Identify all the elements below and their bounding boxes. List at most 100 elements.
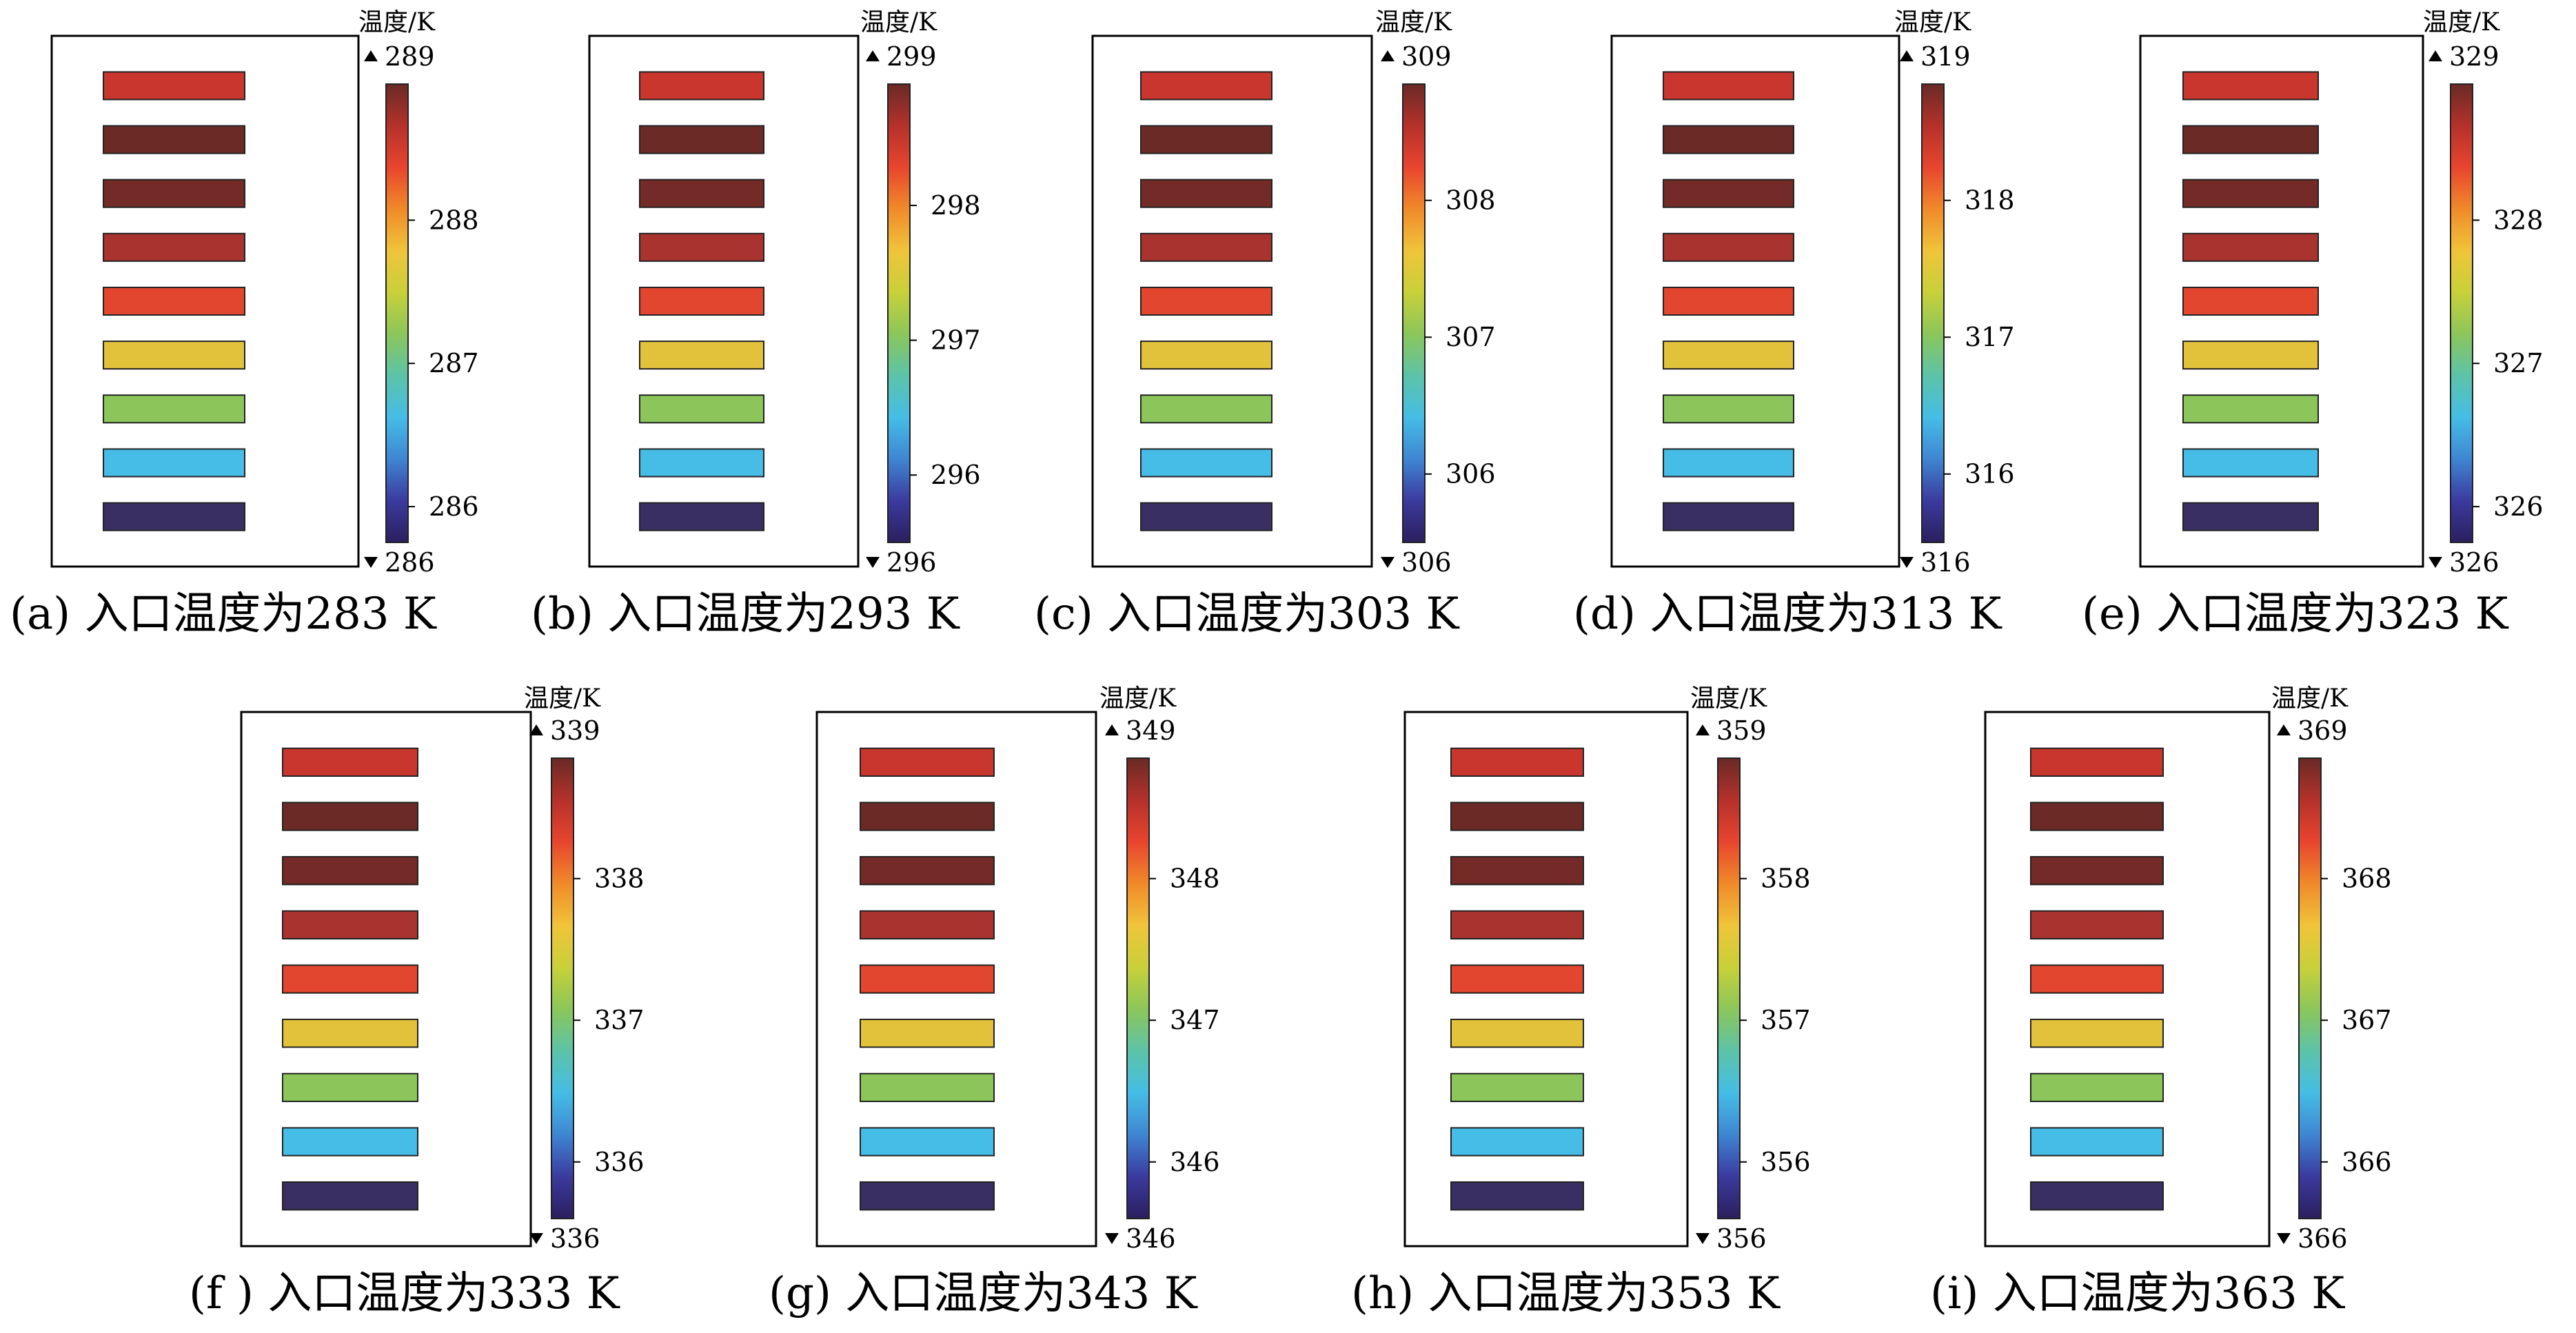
channel-bar xyxy=(1140,340,1272,370)
panel-caption: (c) 入口温度为303 K xyxy=(1034,589,1460,640)
colorbar-unit-label: 温度/K xyxy=(1375,8,1452,37)
channel-bar xyxy=(103,71,245,101)
domain-boundary xyxy=(50,34,360,568)
channel-bar xyxy=(1663,71,1794,101)
colorbar-min-label: 316 xyxy=(1920,547,1971,578)
channel-bar xyxy=(860,802,995,831)
panel-caption: (e) 入口温度为323 K xyxy=(2082,589,2509,640)
min-marker-icon xyxy=(364,557,378,568)
channel-bar xyxy=(639,340,764,370)
channel-bar xyxy=(860,1127,995,1157)
channel-bar xyxy=(2182,179,2319,208)
domain-boundary xyxy=(1403,711,1689,1248)
colorbar-unit-label: 温度/K xyxy=(1894,8,1971,37)
panel-a: 温度/K 289 286 288 287 286 (a) 入口温度为283 K xyxy=(10,8,479,640)
colorbar-tick-label: 298 xyxy=(931,190,981,221)
min-marker-icon xyxy=(2277,1233,2291,1244)
max-marker-icon xyxy=(1900,50,1914,61)
colorbar-min-label: 346 xyxy=(1126,1223,1176,1254)
colorbar-tick-label: 368 xyxy=(2342,864,2392,894)
channel-bar xyxy=(282,1127,418,1157)
colorbar-min-label: 286 xyxy=(385,547,435,578)
domain-boundary xyxy=(1610,34,1900,568)
channel-bar xyxy=(1140,179,1272,208)
colorbar-tick-label: 317 xyxy=(1965,322,2015,352)
channel-bar xyxy=(282,964,418,994)
domain-boundary xyxy=(1091,34,1373,568)
panel-caption: (b) 入口温度为293 K xyxy=(531,589,960,640)
colorbar-tick-label: 348 xyxy=(1170,864,1220,894)
colorbar-tick-label: 326 xyxy=(2493,491,2544,522)
colorbar-tick-label: 336 xyxy=(594,1147,645,1177)
channel-bar xyxy=(2030,1127,2164,1157)
domain-boundary xyxy=(2139,34,2424,568)
channel-bar xyxy=(1450,910,1584,939)
channel-bar xyxy=(2030,910,2164,939)
channel-bar xyxy=(2182,394,2319,424)
channel-bar xyxy=(103,394,245,424)
colorbar-min-label: 366 xyxy=(2298,1223,2348,1254)
channel-bar xyxy=(860,856,995,886)
channel-bar xyxy=(1663,125,1794,154)
colorbar-unit-label: 温度/K xyxy=(1690,684,1767,713)
colorbar-max-label: 369 xyxy=(2298,715,2348,746)
channel-bar xyxy=(282,856,418,886)
channel-bar xyxy=(639,71,764,101)
channel-bar xyxy=(1663,179,1794,208)
channel-bar xyxy=(103,125,245,154)
max-marker-icon xyxy=(1381,50,1395,61)
min-marker-icon xyxy=(529,1233,543,1244)
max-marker-icon xyxy=(1105,724,1119,735)
channel-bar xyxy=(2182,125,2319,154)
min-marker-icon xyxy=(866,557,880,568)
channel-bar xyxy=(1450,964,1584,994)
colorbar-tick-label: 308 xyxy=(1446,185,1496,216)
panel-caption: (f ) 入口温度为333 K xyxy=(189,1268,620,1319)
colorbar xyxy=(385,83,409,543)
channel-bar xyxy=(2030,1072,2164,1102)
channel-bar xyxy=(1140,286,1272,316)
colorbar-tick-label: 358 xyxy=(1761,864,1811,894)
colorbar-tick-label: 297 xyxy=(931,325,981,356)
channel-bar xyxy=(2030,856,2164,886)
colorbar-max-label: 299 xyxy=(886,41,937,72)
colorbar-unit-label: 温度/K xyxy=(860,8,937,37)
channel-bar xyxy=(1663,340,1794,370)
colorbar xyxy=(1717,757,1741,1219)
channel-bar xyxy=(2182,71,2319,101)
channel-bar xyxy=(1450,1127,1584,1157)
channel-bar xyxy=(2182,232,2319,262)
channel-bar xyxy=(639,286,764,316)
channel-bar xyxy=(639,394,764,424)
panel-d: 温度/K 319 316 318 317 316 (d) 入口温度为313 K xyxy=(1573,8,2015,640)
panel-caption: (i) 入口温度为363 K xyxy=(1930,1268,2345,1319)
channel-bar xyxy=(2182,502,2319,531)
colorbar xyxy=(1921,83,1945,543)
min-marker-icon xyxy=(1105,1233,1119,1244)
channel-bar xyxy=(282,1181,418,1211)
max-marker-icon xyxy=(1696,724,1710,735)
channel-bar xyxy=(103,448,245,478)
channel-bar xyxy=(2030,1019,2164,1048)
channel-bar xyxy=(2030,1181,2164,1211)
channel-bar xyxy=(2182,340,2319,370)
colorbar-tick-label: 318 xyxy=(1965,185,2015,216)
colorbar-min-label: 326 xyxy=(2449,547,2499,578)
max-marker-icon xyxy=(529,724,543,735)
channel-bar xyxy=(282,747,418,777)
channel-bar xyxy=(639,125,764,154)
channel-bar xyxy=(1450,747,1584,777)
channel-bar xyxy=(2182,286,2319,316)
colorbar-max-label: 329 xyxy=(2449,41,2499,72)
colorbar-max-label: 349 xyxy=(1126,715,1176,746)
channel-bar xyxy=(103,232,245,262)
channel-bar xyxy=(1663,232,1794,262)
colorbar-unit-label: 温度/K xyxy=(2271,684,2349,713)
channel-bar xyxy=(639,179,764,208)
panel-caption: (a) 入口温度为283 K xyxy=(10,589,437,640)
colorbar-min-label: 336 xyxy=(550,1223,600,1254)
channel-bar xyxy=(282,1019,418,1048)
domain-boundary xyxy=(240,711,532,1248)
